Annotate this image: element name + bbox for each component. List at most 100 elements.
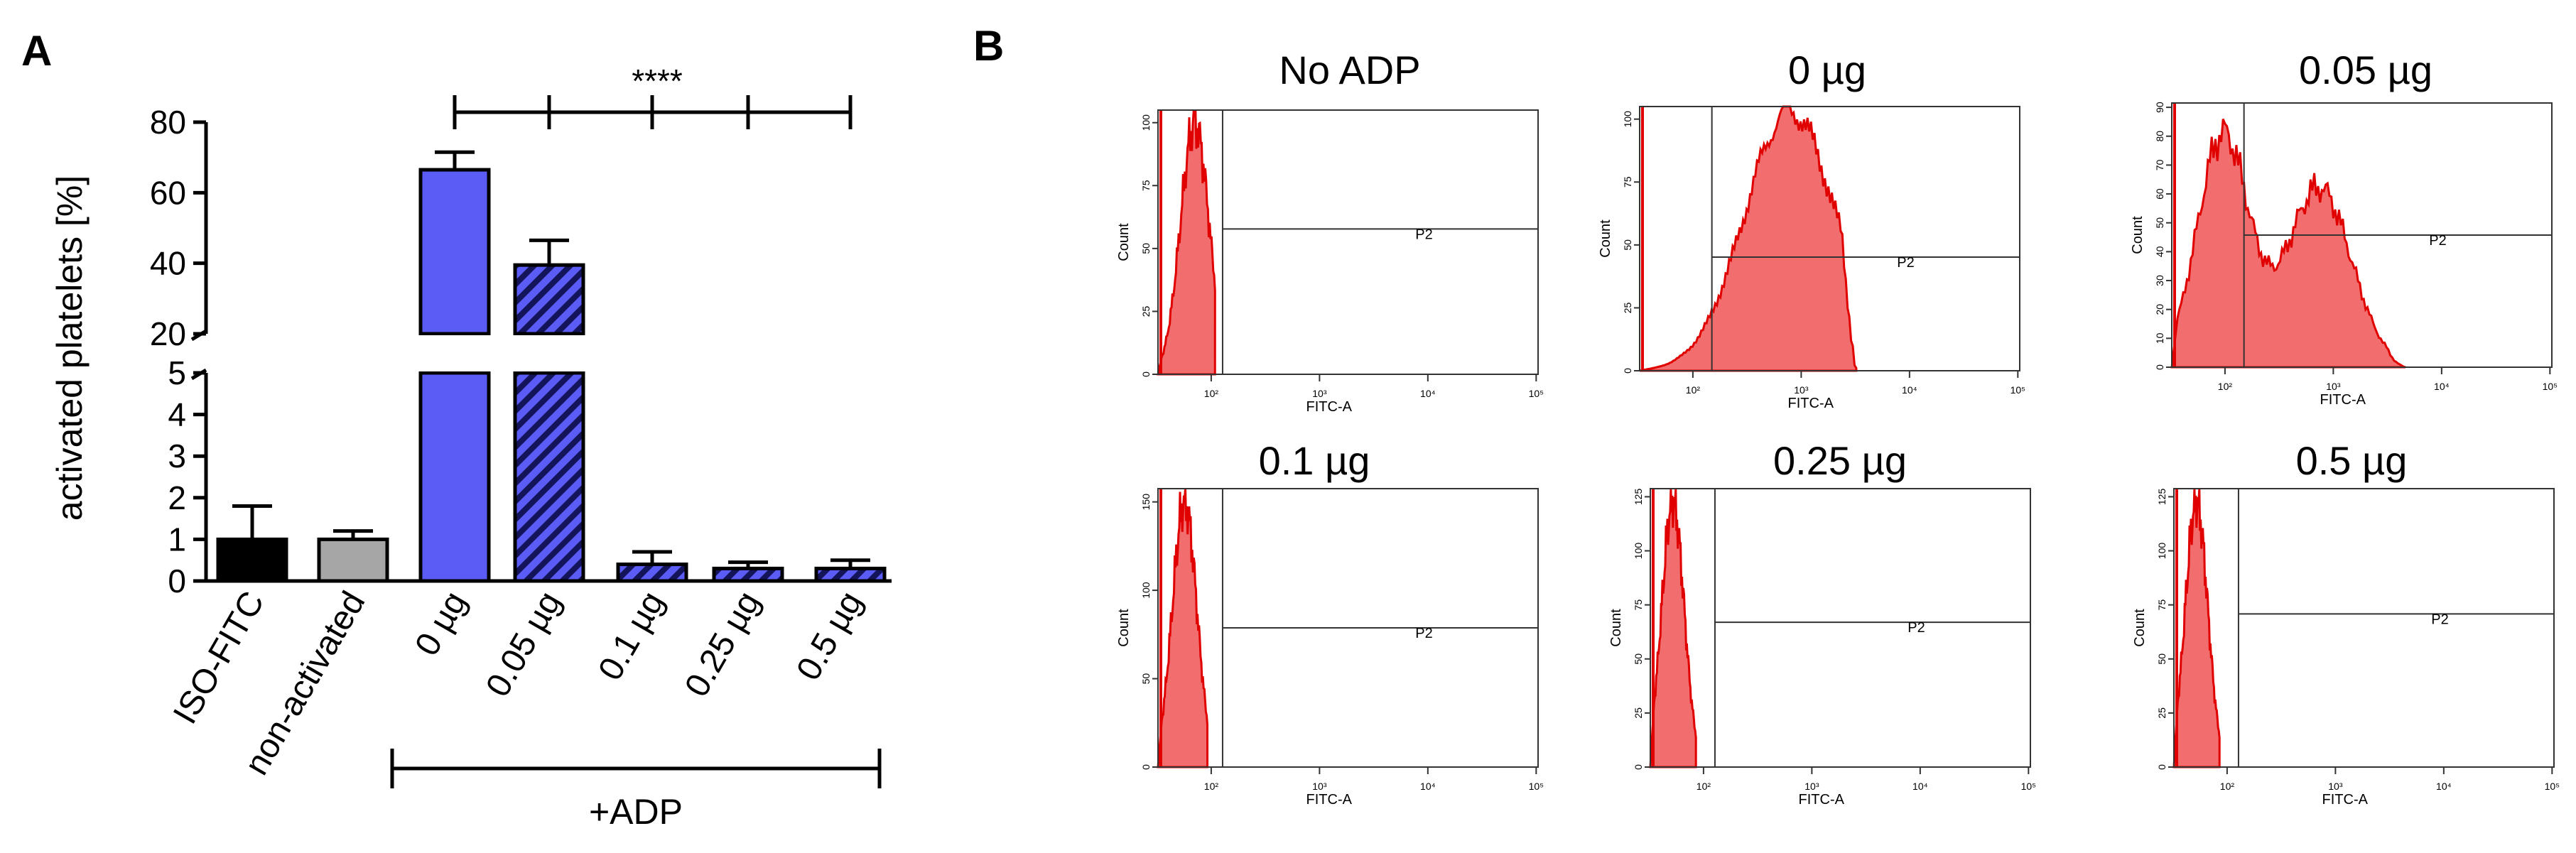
y-tick-label: 0 <box>1140 764 1152 770</box>
x-tick-label: 10⁵ <box>1529 781 1544 792</box>
y-tick-label: 2 <box>168 479 186 516</box>
category-label: 0.5 µg <box>789 585 870 687</box>
y-axis-title: Count <box>1116 223 1132 261</box>
x-tick-label: 10⁴ <box>1912 781 1928 792</box>
y-tick-label: 100 <box>1140 582 1152 599</box>
category-label: 0.05 µg <box>479 585 568 703</box>
bar-break-gap <box>415 335 494 371</box>
plot-frame <box>1157 109 1539 375</box>
histogram-area <box>1649 488 1697 768</box>
y-tick-label: 75 <box>2156 599 2168 611</box>
x-axis-title: FITC-A <box>1799 792 1845 808</box>
x-tick-label: 10² <box>2220 781 2235 792</box>
bar-chart: 0 1 2 3 4 520 40 60 80 activated platelets [%] ISO… <box>50 63 892 832</box>
y-tick-label: 150 <box>1140 494 1152 511</box>
y-axis-title: Count <box>2132 609 2148 647</box>
histogram-title: No ADP <box>1279 48 1420 92</box>
y-tick-label: 0 <box>1633 764 1644 770</box>
y-tick-label: 50 <box>1140 243 1152 254</box>
y-tick-label: 60 <box>150 174 186 211</box>
histogram-title: 0.5 µg <box>2296 438 2408 483</box>
x-tick-label: 10² <box>1204 781 1219 792</box>
y-axis-title: Count <box>1598 219 1613 258</box>
histogram-area <box>1157 488 1209 768</box>
y-tick-label: 20 <box>2154 304 2165 315</box>
y-tick-label: 100 <box>2156 543 2168 560</box>
histogram-area <box>2172 488 2221 768</box>
bar <box>712 566 784 583</box>
y-axis-title: Count <box>1116 609 1132 647</box>
y-tick-label: 20 <box>150 315 186 352</box>
histogram-area <box>2170 119 2406 369</box>
x-tick-label: 10⁴ <box>2436 781 2452 792</box>
x-tick-label: 10² <box>1696 781 1711 792</box>
histogram-plot: 0.25 µg P2 0 25 50 75 100 125 Count 10² 10³ 10⁴ 10⁵ F… <box>1608 438 2036 808</box>
category-label: 0.25 µg <box>678 585 767 703</box>
bar <box>216 537 288 583</box>
gate-label: P2 <box>2431 612 2448 627</box>
x-tick-label: 10⁴ <box>2434 381 2450 392</box>
x-tick-label: 10³ <box>1312 388 1327 399</box>
y-tick-label: 40 <box>150 245 186 282</box>
y-tick-label: 80 <box>150 104 186 141</box>
y-tick-label: 70 <box>2154 159 2165 170</box>
plot-frame <box>2173 488 2555 768</box>
x-tick-label: 10⁵ <box>2545 781 2560 792</box>
bar <box>513 263 585 336</box>
x-tick-label: 10⁵ <box>2021 781 2036 792</box>
y-tick-label: 25 <box>2156 707 2168 719</box>
x-tick-label: 10² <box>1686 384 1701 396</box>
y-tick-label: 50 <box>2156 653 2168 665</box>
category-label: ISO-FITC <box>166 585 272 730</box>
y-tick-label: 25 <box>1622 302 1633 313</box>
y-tick-label: 50 <box>1633 653 1644 665</box>
y-tick-label: 80 <box>2154 131 2165 142</box>
bar <box>418 168 491 336</box>
histogram-title: 0 µg <box>1788 48 1866 92</box>
histogram-plot: 0.1 µg P2 0 50 100 150 Count 10² 10³ 10⁴ 10⁵ FITC-A <box>1116 438 1544 808</box>
y-tick-label: 40 <box>2154 246 2165 257</box>
x-tick-label: 10³ <box>1804 781 1819 792</box>
group-label: +ADP <box>589 792 683 832</box>
y-tick-label: 100 <box>1633 543 1644 560</box>
category-label: 0.1 µg <box>591 585 671 687</box>
histogram-plot: 0 µg P2 0 25 50 75 100 Count 10² 10³ 10⁴ 10⁵ FITC-A <box>1598 48 2025 411</box>
x-axis-title: FITC-A <box>2322 792 2369 808</box>
y-tick-label: 0 <box>1622 368 1633 374</box>
x-tick-label: 10⁴ <box>1902 384 1917 396</box>
y-axis-title: activated platelets [%] <box>50 175 90 521</box>
plot-frame <box>1639 106 2020 371</box>
y-tick-label: 25 <box>1633 707 1644 719</box>
y-tick-label: 0 <box>2156 764 2168 770</box>
y-tick-label: 25 <box>1140 305 1152 317</box>
histogram-area <box>1157 109 1216 376</box>
y-tick-label: 0 <box>2154 364 2165 370</box>
bar <box>814 566 887 583</box>
y-tick-label: 0 <box>168 563 186 599</box>
gate-label: P2 <box>1415 227 1432 242</box>
x-tick-label: 10⁴ <box>1420 388 1436 399</box>
histogram-area <box>1639 105 1858 372</box>
x-tick-label: 10⁵ <box>1529 388 1544 399</box>
panel-a-label: A <box>21 27 52 75</box>
x-tick-label: 10⁵ <box>2011 384 2025 396</box>
bar-break-gap <box>509 335 589 371</box>
plot-frame <box>1650 488 2031 768</box>
y-axis-title: Count <box>2130 216 2145 254</box>
x-tick-label: 10⁵ <box>2543 381 2558 392</box>
panel-b-label: B <box>973 22 1004 70</box>
bar <box>317 537 389 583</box>
histogram-plot: 0.05 µg P2 0 10 20 30 40 50 60 70 80 90 Count 10² 10³ 1… <box>2130 48 2558 408</box>
x-tick-label: 10³ <box>1312 781 1327 792</box>
bar-lower-segment <box>418 371 491 583</box>
y-tick-label: 3 <box>168 438 186 474</box>
x-tick-label: 10² <box>2218 381 2233 392</box>
x-tick-label: 10⁴ <box>1420 781 1436 792</box>
y-tick-label: 50 <box>1622 239 1633 251</box>
gate-label: P2 <box>1907 620 1925 636</box>
y-tick-label: 90 <box>2154 102 2165 113</box>
y-tick-label: 10 <box>2154 332 2165 344</box>
x-tick-label: 10³ <box>2328 781 2343 792</box>
